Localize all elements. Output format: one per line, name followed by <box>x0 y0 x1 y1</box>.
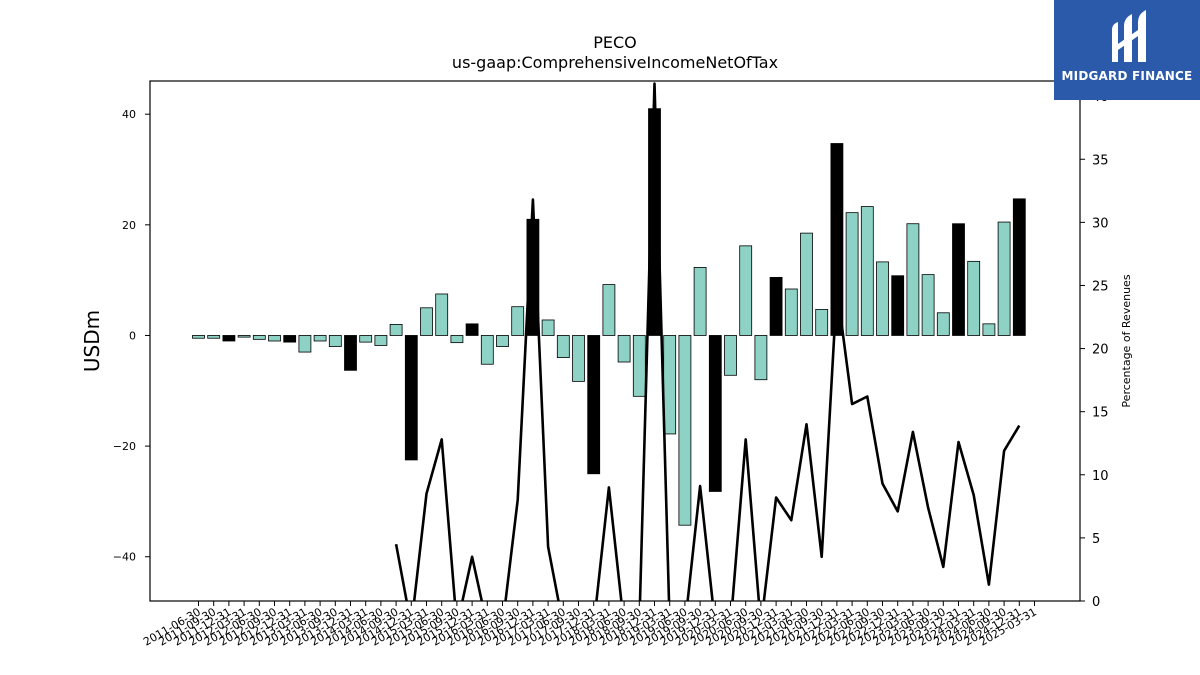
bar <box>465 323 479 336</box>
bar <box>860 206 874 336</box>
bar <box>617 335 631 363</box>
bar <box>435 293 449 336</box>
bar <box>511 306 525 336</box>
bar <box>997 221 1011 336</box>
chart-marks: −40−200204005101520253035402011-06-30201… <box>113 82 1109 649</box>
bar <box>283 335 297 343</box>
y2-tick-label: 30 <box>1092 216 1109 231</box>
y2-tick-label: 15 <box>1092 406 1109 421</box>
bar <box>192 335 205 339</box>
y2-tick-label: 35 <box>1092 153 1109 168</box>
y2-tick-label: 20 <box>1092 343 1109 358</box>
bar <box>800 232 813 336</box>
bar <box>252 335 266 340</box>
bar <box>876 261 889 336</box>
y2-tick-label: 25 <box>1092 279 1109 294</box>
logo-mark-icon <box>1112 10 1146 62</box>
bar <box>632 335 646 397</box>
bar <box>845 212 859 336</box>
bar <box>587 335 601 475</box>
bar <box>602 284 616 336</box>
chart-subtitle: us-gaap:ComprehensiveIncomeNetOfTax <box>452 53 778 72</box>
bar <box>952 223 965 336</box>
y2-tick-label: 0 <box>1092 595 1100 610</box>
bar <box>693 267 707 336</box>
bar <box>1012 198 1026 336</box>
bar <box>344 335 357 371</box>
bar <box>328 335 342 347</box>
bar <box>359 335 373 343</box>
bar <box>572 335 585 382</box>
bar <box>891 275 905 336</box>
bar <box>404 335 418 461</box>
bar <box>450 335 464 344</box>
bar <box>982 323 996 336</box>
bar <box>268 335 281 342</box>
bar <box>784 288 798 336</box>
bar <box>313 335 327 342</box>
bar <box>708 335 722 492</box>
bar <box>556 335 570 358</box>
bar <box>207 335 221 339</box>
bar <box>237 335 251 338</box>
bar <box>541 319 555 336</box>
bar <box>739 245 753 336</box>
chart-title: PECO <box>593 33 637 52</box>
y2-tick-label: 5 <box>1092 532 1100 547</box>
logo-text: MIDGARD FINANCE <box>1061 69 1193 83</box>
bar <box>830 143 844 336</box>
bar <box>906 223 920 336</box>
midgard-finance-logo: MIDGARD FINANCE <box>1054 0 1200 100</box>
plot-frame <box>149 80 1081 602</box>
bar <box>769 276 783 336</box>
bar <box>936 312 950 336</box>
bar <box>222 335 236 342</box>
bar <box>480 335 494 365</box>
bar <box>374 335 388 346</box>
y-tick-label: −40 <box>113 551 136 564</box>
bar <box>967 260 981 336</box>
bar <box>496 335 509 347</box>
bar <box>754 335 768 381</box>
y2-tick-label: 10 <box>1092 469 1109 484</box>
y-axis-label: USDm <box>80 310 104 372</box>
y2-axis-label: Percentage of Revenues <box>1120 274 1133 407</box>
y-tick-label: −20 <box>113 440 136 453</box>
y-tick-label: 20 <box>122 219 136 232</box>
bar <box>921 274 935 336</box>
bar <box>298 335 312 353</box>
percentage-line <box>394 82 1021 601</box>
bar <box>815 309 829 336</box>
bar <box>663 335 677 435</box>
bar <box>678 335 692 526</box>
bar <box>389 324 403 336</box>
y-tick-label: 0 <box>129 329 136 342</box>
bar <box>724 335 737 376</box>
y-tick-label: 40 <box>122 108 136 121</box>
bar <box>420 307 433 336</box>
